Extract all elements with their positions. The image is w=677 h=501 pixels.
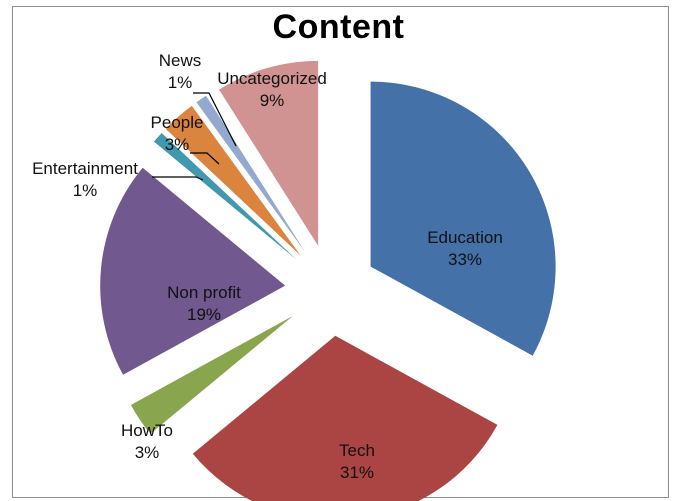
leader-line-people (190, 152, 220, 165)
pie-slice-education (370, 81, 556, 356)
leader-line-entertainment (152, 176, 204, 181)
pie-slice-people (165, 105, 301, 256)
slice-label-news: News 1% (159, 51, 202, 92)
slice-label-howto: HowTo 3% (121, 421, 173, 462)
pie-slice-uncategorized (219, 60, 319, 246)
slice-label-non-profit: Non profit 19% (167, 283, 241, 324)
leader-line-news (193, 92, 237, 147)
slice-label-entertainment: Entertainment 1% (32, 159, 138, 200)
chart-title: Content (272, 8, 405, 46)
pie-slice-news (196, 95, 306, 252)
slice-label-uncategorized: Uncategorized 9% (217, 69, 327, 110)
slice-label-people: People 3% (151, 113, 204, 154)
pie-slices (100, 60, 556, 501)
slice-labels: Education 33% Tech 31% HowTo 3% Non profit 19% E… (32, 51, 503, 482)
pie-slice-howto (130, 315, 293, 434)
slice-label-tech: Tech 31% (339, 441, 375, 482)
pie-slice-tech (192, 335, 498, 501)
pie-slice-non-profit (100, 167, 286, 375)
leader-lines (152, 92, 237, 181)
slice-label-education: Education 33% (427, 228, 503, 269)
pie-slice-entertainment (153, 132, 297, 260)
